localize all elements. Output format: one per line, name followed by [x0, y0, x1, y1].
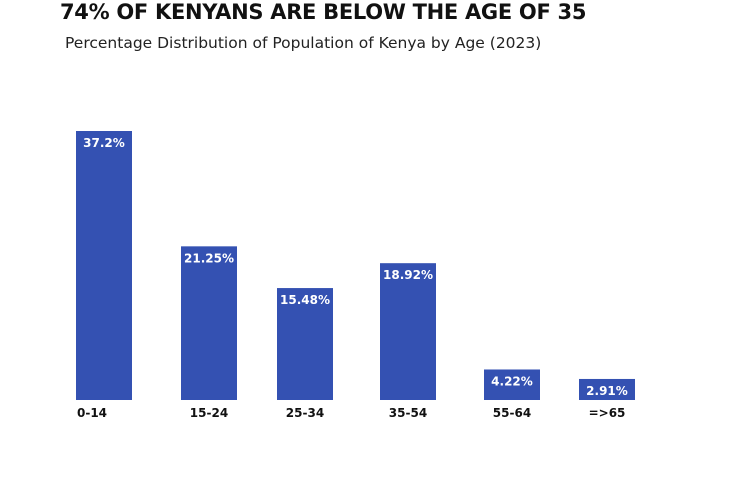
bar-0-14: [76, 131, 132, 400]
category-label: 35-54: [389, 406, 427, 420]
chart-title: 74% OF KENYANS ARE BELOW THE AGE OF 35: [60, 0, 587, 24]
bar-=>65: [579, 378, 635, 400]
value-label: 4.22%: [491, 374, 533, 388]
bar-35-54: [380, 263, 436, 400]
value-label: 2.91%: [586, 384, 628, 398]
value-label: 18.92%: [383, 268, 433, 282]
category-label: 25-34: [286, 406, 324, 420]
bar-25-34: [277, 288, 333, 400]
value-label: 37.2%: [83, 136, 125, 150]
value-label: 15.48%: [280, 293, 330, 307]
value-label: 21.25%: [184, 251, 234, 265]
bar-55-64: [484, 369, 540, 400]
category-label: 0-14: [77, 406, 107, 420]
bar-15-24: [181, 246, 237, 400]
category-label: =>65: [589, 406, 626, 420]
category-label: 15-24: [190, 406, 228, 420]
chart-subtitle: Percentage Distribution of Population of…: [65, 34, 542, 52]
category-label: 55-64: [493, 406, 531, 420]
